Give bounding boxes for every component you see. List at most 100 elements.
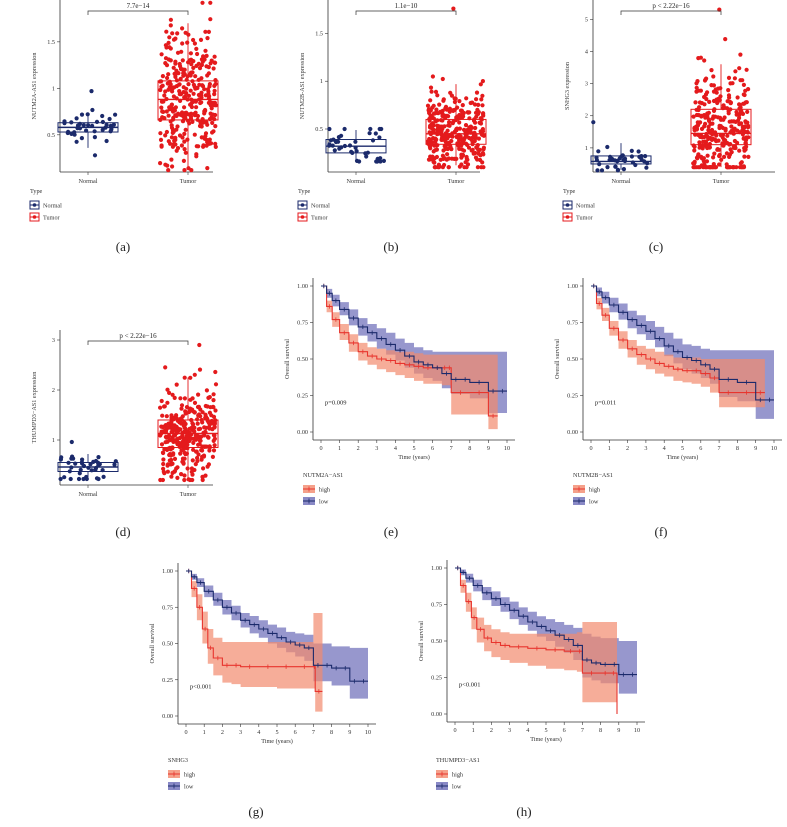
y-tick-label: 1 bbox=[585, 145, 588, 152]
data-point bbox=[474, 90, 480, 95]
data-point bbox=[161, 466, 166, 471]
data-point bbox=[727, 95, 732, 100]
data-point bbox=[196, 77, 201, 82]
data-point bbox=[203, 48, 208, 53]
data-point bbox=[213, 382, 219, 387]
data-point bbox=[471, 118, 477, 123]
data-point bbox=[710, 165, 715, 170]
data-point bbox=[198, 37, 204, 43]
x-tick-label: 0 bbox=[453, 727, 456, 734]
data-point bbox=[159, 79, 164, 84]
y-tick-label: 0.00 bbox=[297, 429, 308, 436]
data-point bbox=[161, 461, 166, 467]
data-point bbox=[446, 114, 451, 119]
x-tick-label: 2 bbox=[221, 729, 224, 736]
data-point bbox=[166, 40, 171, 46]
data-point bbox=[163, 440, 168, 445]
significance-bracket bbox=[87, 10, 189, 15]
data-point bbox=[85, 112, 90, 117]
data-point bbox=[599, 168, 605, 173]
data-point bbox=[457, 126, 462, 131]
data-point bbox=[213, 60, 218, 65]
data-point bbox=[471, 151, 476, 156]
data-point bbox=[175, 442, 180, 447]
legend-key-dot bbox=[565, 203, 570, 207]
x-tick-label: Normal bbox=[612, 178, 631, 185]
data-point bbox=[172, 469, 177, 474]
data-point bbox=[189, 62, 194, 67]
data-point bbox=[453, 96, 458, 101]
x-tick-label: 4 bbox=[257, 729, 260, 736]
x-tick-label: 10 bbox=[771, 445, 777, 452]
data-point bbox=[165, 400, 170, 405]
data-point bbox=[460, 103, 465, 108]
data-point bbox=[639, 154, 644, 159]
data-point bbox=[443, 138, 448, 143]
data-point bbox=[697, 100, 703, 105]
data-point bbox=[204, 64, 209, 69]
data-point bbox=[207, 422, 212, 427]
data-point bbox=[446, 142, 451, 147]
data-point bbox=[194, 105, 199, 110]
x-tick-label: 3 bbox=[375, 445, 378, 452]
data-point bbox=[693, 100, 698, 105]
data-point bbox=[203, 93, 208, 98]
data-point bbox=[207, 137, 212, 142]
y-tick-label: 1.00 bbox=[431, 565, 442, 572]
data-point bbox=[208, 111, 213, 116]
data-point bbox=[181, 447, 186, 452]
data-point bbox=[189, 417, 194, 423]
data-point bbox=[203, 29, 208, 34]
data-point bbox=[195, 421, 200, 426]
data-point bbox=[450, 121, 455, 126]
data-point bbox=[189, 469, 194, 474]
data-point bbox=[444, 157, 449, 162]
data-point bbox=[702, 78, 708, 83]
y-axis-label: Overall survival bbox=[418, 621, 425, 661]
x-tick-label: 2 bbox=[490, 727, 493, 734]
data-point bbox=[454, 126, 459, 131]
data-point bbox=[469, 137, 474, 142]
data-point bbox=[644, 165, 649, 170]
y-tick-label: 4 bbox=[585, 48, 588, 55]
data-point bbox=[705, 113, 710, 118]
data-point bbox=[184, 91, 189, 96]
data-point bbox=[722, 154, 727, 159]
data-point bbox=[480, 129, 486, 134]
y-axis-label: SNHG3 expression bbox=[564, 62, 571, 110]
data-point bbox=[84, 476, 89, 482]
data-point bbox=[187, 426, 192, 431]
data-point bbox=[696, 152, 701, 157]
data-point bbox=[435, 123, 440, 128]
data-point bbox=[703, 143, 708, 148]
data-point bbox=[175, 50, 181, 55]
data-point bbox=[208, 17, 213, 22]
data-point bbox=[169, 123, 174, 128]
data-point bbox=[704, 159, 710, 164]
legend-title: SNHG3 bbox=[168, 757, 188, 764]
data-point bbox=[94, 119, 100, 124]
data-point bbox=[202, 444, 207, 449]
x-tick-label: 7 bbox=[450, 445, 453, 452]
data-point bbox=[707, 165, 712, 170]
data-point bbox=[182, 473, 187, 478]
data-point bbox=[175, 475, 180, 480]
data-point bbox=[77, 471, 82, 476]
data-point bbox=[449, 147, 454, 152]
data-point bbox=[430, 157, 435, 162]
km-panel-f: 0.00 0.25 0.50 0.75 1.00 0 1 2 3 4 5 6 7 8 9 10 Time (ye… bbox=[554, 278, 782, 539]
data-point bbox=[213, 418, 218, 423]
data-point bbox=[474, 114, 479, 119]
data-point bbox=[737, 115, 742, 121]
data-point bbox=[182, 425, 187, 430]
data-point bbox=[445, 146, 450, 152]
x-tick-label: 3 bbox=[508, 727, 511, 734]
data-point bbox=[81, 123, 86, 128]
data-point bbox=[698, 88, 704, 93]
data-point bbox=[168, 447, 173, 452]
data-point bbox=[210, 100, 215, 105]
data-point bbox=[728, 99, 733, 105]
data-point bbox=[438, 118, 444, 123]
data-point bbox=[469, 125, 475, 130]
data-point bbox=[170, 164, 175, 169]
